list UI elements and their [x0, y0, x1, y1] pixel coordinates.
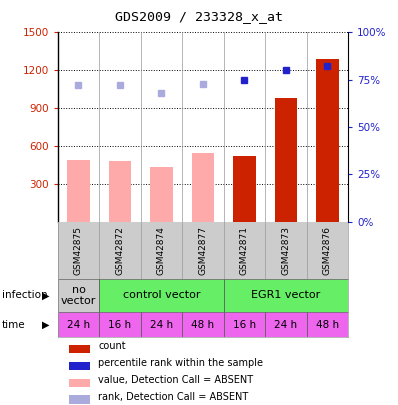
Bar: [69, 379, 90, 387]
Text: 48 h: 48 h: [316, 320, 339, 330]
Bar: [191, 153, 215, 222]
Bar: [265, 312, 307, 337]
Text: 48 h: 48 h: [191, 320, 215, 330]
Text: GSM42872: GSM42872: [115, 226, 125, 275]
Bar: [58, 312, 99, 337]
Text: 24 h: 24 h: [150, 320, 173, 330]
Bar: [69, 395, 90, 404]
Text: count: count: [98, 341, 126, 351]
Text: 24 h: 24 h: [275, 320, 298, 330]
Text: time: time: [2, 320, 25, 330]
Text: ▶: ▶: [42, 320, 49, 330]
Bar: [316, 59, 339, 222]
Text: GSM42877: GSM42877: [199, 226, 207, 275]
Bar: [69, 362, 90, 370]
Bar: [58, 279, 99, 312]
Text: control vector: control vector: [123, 290, 200, 301]
Text: GSM42876: GSM42876: [323, 226, 332, 275]
Text: infection: infection: [2, 290, 48, 301]
Bar: [224, 279, 348, 312]
Text: 16 h: 16 h: [108, 320, 131, 330]
Bar: [307, 312, 348, 337]
Text: 24 h: 24 h: [67, 320, 90, 330]
Text: GSM42875: GSM42875: [74, 226, 83, 275]
Bar: [69, 345, 90, 353]
Bar: [150, 167, 173, 222]
Text: GDS2009 / 233328_x_at: GDS2009 / 233328_x_at: [115, 10, 283, 23]
Text: 16 h: 16 h: [233, 320, 256, 330]
Text: no
vector: no vector: [61, 285, 96, 306]
Text: GSM42871: GSM42871: [240, 226, 249, 275]
Bar: [182, 312, 224, 337]
Bar: [224, 312, 265, 337]
Text: rank, Detection Call = ABSENT: rank, Detection Call = ABSENT: [98, 392, 249, 401]
Bar: [233, 156, 256, 222]
Text: ▶: ▶: [42, 290, 49, 301]
Bar: [141, 312, 182, 337]
Bar: [99, 312, 141, 337]
Bar: [109, 161, 131, 222]
Text: GSM42873: GSM42873: [281, 226, 291, 275]
Bar: [275, 98, 297, 222]
Bar: [67, 160, 90, 222]
Text: GSM42874: GSM42874: [157, 226, 166, 275]
Bar: [99, 279, 224, 312]
Text: value, Detection Call = ABSENT: value, Detection Call = ABSENT: [98, 375, 254, 385]
Text: percentile rank within the sample: percentile rank within the sample: [98, 358, 263, 368]
Text: EGR1 vector: EGR1 vector: [252, 290, 321, 301]
